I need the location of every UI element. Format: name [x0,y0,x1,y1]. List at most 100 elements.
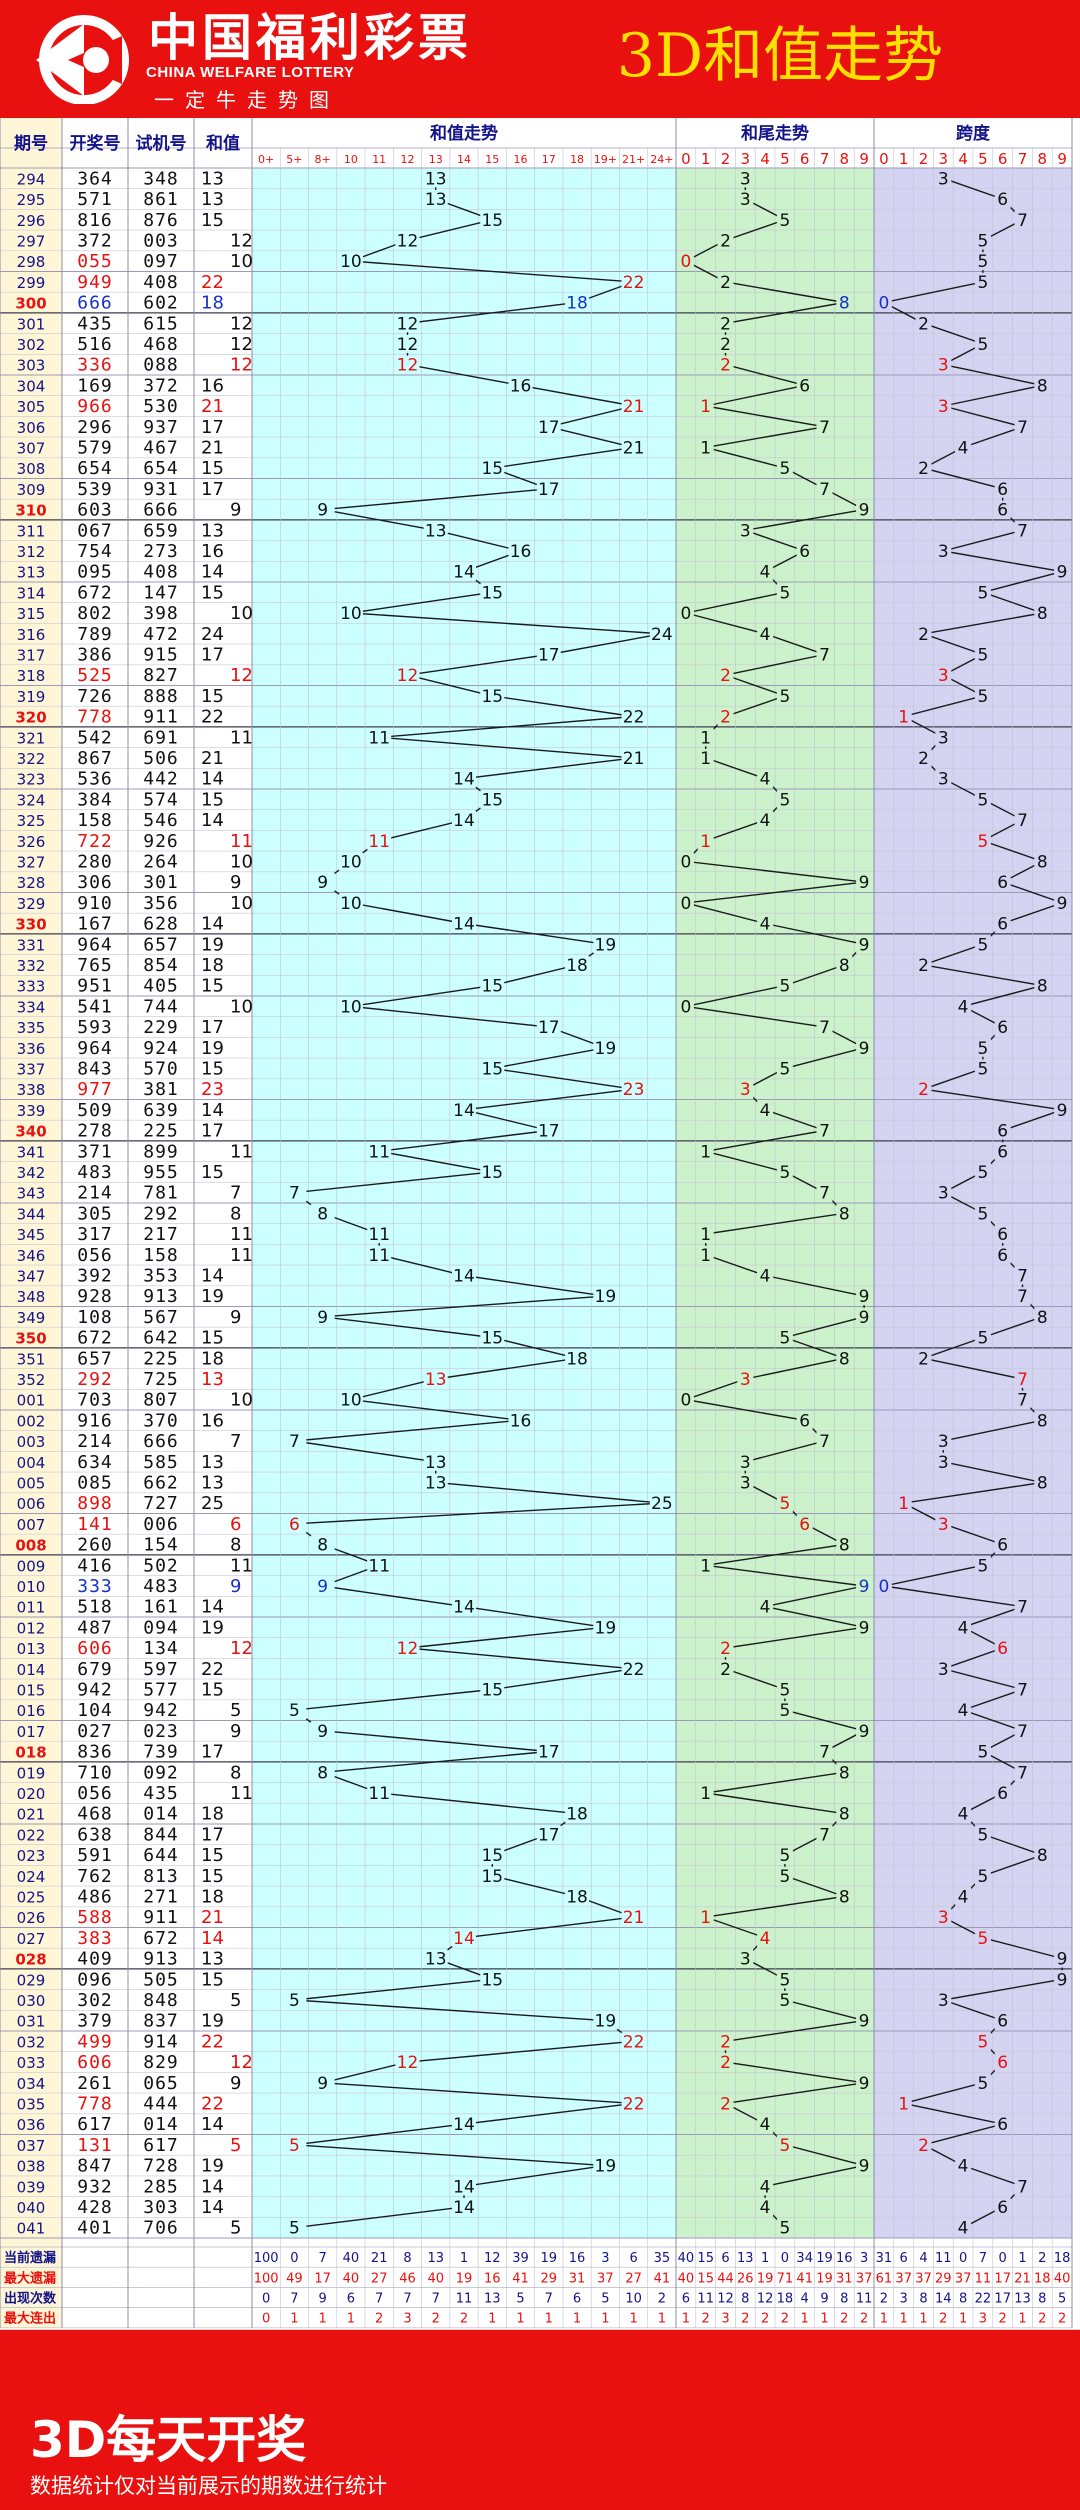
sum-point-bg [621,438,646,457]
sum-point-label: 24 [651,625,673,645]
span-point-bg [955,1804,972,1823]
tail-point-bg [757,1100,774,1119]
stat-tail-value: 8 [840,2292,848,2307]
tail-point-bg [836,1204,853,1223]
tail-point-label: 4 [760,625,771,645]
issue-cell: 298 [17,253,46,271]
span-point-bg [915,2135,932,2154]
draw-number-cell: 386 [77,644,113,665]
issue-cell: 306 [17,419,46,437]
issue-cell: 312 [17,543,46,561]
test-number-cell: 014 [143,2114,179,2135]
issue-cell: 303 [17,357,46,375]
stat-span-value: 17 [994,2292,1011,2307]
span-point-label: 7 [1017,1722,1028,1742]
test-number-cell: 662 [143,1472,179,1493]
sum-point-bg [310,1721,335,1740]
issue-cell: 036 [17,2116,46,2134]
span-point-bg [1014,1597,1031,1616]
sum-point-bg [621,748,646,767]
issue-cell: 327 [17,853,46,871]
tail-point-label: 1 [700,397,711,417]
span-point-label: 7 [1017,1266,1028,1286]
span-point-bg [935,1908,952,1927]
issue-cell: 341 [17,1143,46,1161]
test-number-cell: 837 [143,2011,179,2032]
span-point-label: 1 [898,708,909,728]
sum-point-bg [621,2094,646,2113]
test-number-cell: 546 [143,810,179,831]
span-point-bg [1014,1721,1031,1740]
tail-point-bg [776,686,793,705]
span-point-bg [974,1556,991,1575]
stat-tail-value: 2 [781,2312,789,2327]
tail-point-label: 1 [700,832,711,852]
test-number-cell: 848 [143,1990,179,2011]
sum-value-cell: 14 [201,1928,224,1949]
span-point-bg [915,624,932,643]
stat-span-value: 14 [935,2292,952,2307]
sum-point-bg [310,1576,335,1595]
issue-cell: 024 [17,1868,46,1886]
draw-number-cell: 778 [77,707,113,728]
span-point-bg [974,686,991,705]
stat-sum-value: 6 [347,2292,355,2307]
tail-point-label: 2 [720,666,731,686]
stat-sum-value: 17 [314,2271,331,2286]
span-point-label: 5 [977,1059,988,1079]
sum-value-cell: 12 [230,1638,253,1659]
draw-number-cell: 638 [77,1824,113,1845]
tail-point-bg [816,479,833,498]
tail-point-bg [757,1597,774,1616]
tail-point-label: 7 [819,1018,830,1038]
tail-point-bg [776,459,793,478]
span-point-bg [935,769,952,788]
tail-point-label: 8 [839,1536,850,1556]
stat-sum-value: 31 [569,2271,586,2286]
tail-point-bg [856,2011,873,2030]
sum-point-label: 13 [425,1950,447,1970]
tail-point-bg [757,1928,774,1947]
tail-point-bg [776,976,793,995]
tail-point-bg [697,1225,714,1244]
draw-number-cell: 158 [77,810,113,831]
tail-point-label: 9 [859,1039,870,1059]
test-number-cell: 574 [143,789,179,810]
issue-cell: 319 [17,688,46,706]
draw-number-cell: 401 [77,2218,113,2239]
test-number-cell: 065 [143,2073,179,2094]
issue-cell: 315 [17,605,46,623]
tail-point-bg [697,1783,714,1802]
span-point-label: 7 [1017,1763,1028,1783]
sum-point-label: 17 [538,1825,560,1845]
issue-cell: 012 [17,1619,46,1637]
stat-span-value: 3 [979,2312,987,2327]
stat-span-value: 61 [876,2271,893,2286]
stat-sum-value: 0 [262,2312,270,2327]
sum-point-label: 21 [623,749,645,769]
span-point-bg [1054,1970,1071,1989]
draw-number-cell: 666 [77,293,113,314]
draw-number-cell: 542 [77,727,113,748]
test-number-cell: 381 [143,1079,179,1100]
stat-tail-value: 2 [860,2312,868,2327]
issue-cell: 026 [17,1909,46,1927]
span-point-label: 6 [997,873,1008,893]
sum-value-cell: 6 [230,1514,241,1535]
issue-cell: 334 [17,998,46,1016]
test-number-cell: 285 [143,2176,179,2197]
sum-point-label: 15 [481,977,503,997]
test-number-cell: 926 [143,831,179,852]
sum-value-cell: 19 [201,934,224,955]
stat-sum-value: 2 [432,2312,440,2327]
draw-number-cell: 571 [77,189,113,210]
sum-value-cell: 15 [201,686,224,707]
span-point-label: 3 [938,1908,949,1928]
sum-point-label: 13 [425,1473,447,1493]
test-number-cell: 672 [143,1928,179,1949]
test-number-cell: 134 [143,1638,179,1659]
stat-span-value: 7 [979,2251,987,2266]
span-point-label: 4 [958,1805,969,1825]
draw-number-cell: 292 [77,1369,113,1390]
stat-span-value: 0 [959,2251,967,2266]
